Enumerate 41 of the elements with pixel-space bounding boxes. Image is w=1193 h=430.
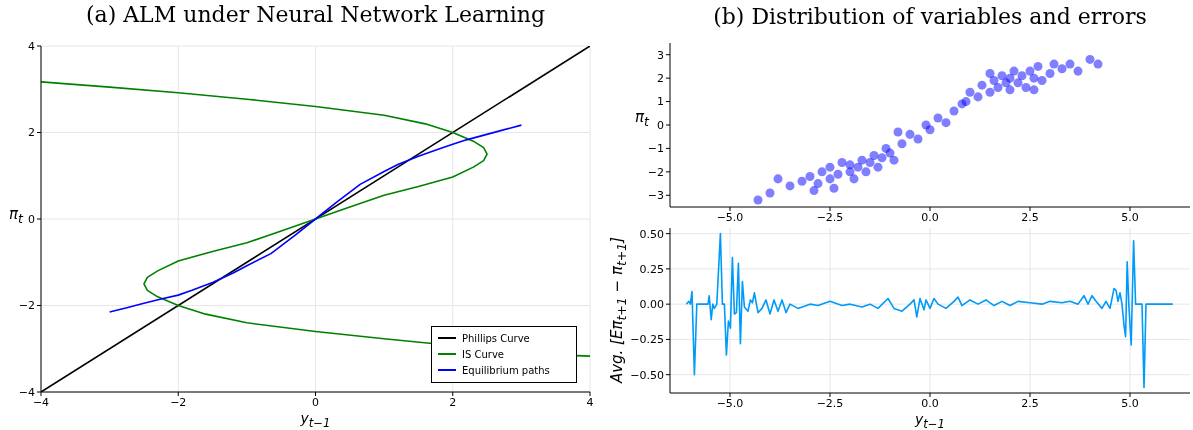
y-tick-label: 2	[28, 126, 35, 140]
y-axis-title: π$_{t}$	[9, 205, 23, 226]
y-tick-label: 0.25	[639, 262, 664, 276]
y-tick-label: 2	[657, 72, 664, 86]
x-tick-label: 5.0	[1121, 396, 1139, 410]
chart-title: (b) Distribution of variables and errors	[712, 4, 1148, 29]
x-axis-title: y$_{t−1}$	[299, 410, 332, 430]
x-tick-label: 0	[312, 395, 319, 409]
y-tick-label: −4	[18, 385, 35, 399]
chart-title: (a) ALM under Neural Network Learning	[84, 2, 547, 27]
y-tick-label: −0.25	[630, 333, 664, 347]
x-tick-label: 4	[586, 395, 594, 409]
x-tick-label: 5.0	[1121, 210, 1139, 224]
y-tick-label: 4	[28, 39, 35, 53]
legend-label: Equilibrium paths	[462, 364, 550, 376]
y-tick-label: 0	[657, 118, 664, 132]
x-tick-label: −2	[170, 395, 187, 409]
y-tick-label: −2	[647, 165, 664, 179]
line-series	[108, 124, 523, 313]
y-tick-label: 1	[657, 95, 664, 109]
x-tick-label: −5.0	[716, 396, 744, 410]
y-tick-label: −3	[647, 189, 664, 203]
y-tick-label: 3	[657, 48, 664, 62]
y-tick-label: 0.50	[639, 227, 664, 241]
x-axis-title: y$_{t−1}$	[913, 411, 947, 430]
x-tick-label: −2.5	[816, 396, 844, 410]
y-tick-label: −1	[647, 142, 664, 156]
y-tick-label: 0.00	[639, 298, 664, 312]
x-tick-label: 2	[449, 395, 457, 409]
x-tick-label: 0.0	[921, 210, 939, 224]
y-tick-label: −2	[18, 299, 35, 313]
x-tick-label: 0.0	[921, 396, 939, 410]
y-axis-title: π$_{t}$	[635, 108, 649, 129]
x-tick-label: −2.5	[816, 210, 844, 224]
x-tick-label: −5.0	[716, 210, 744, 224]
line-series	[685, 232, 1174, 389]
legend-label: Phillips Curve	[462, 332, 530, 344]
x-tick-label: 2.5	[1021, 210, 1039, 224]
x-tick-label: 2.5	[1021, 396, 1039, 410]
legend-label: IS Curve	[462, 348, 504, 360]
y-tick-label: −0.50	[630, 368, 664, 382]
